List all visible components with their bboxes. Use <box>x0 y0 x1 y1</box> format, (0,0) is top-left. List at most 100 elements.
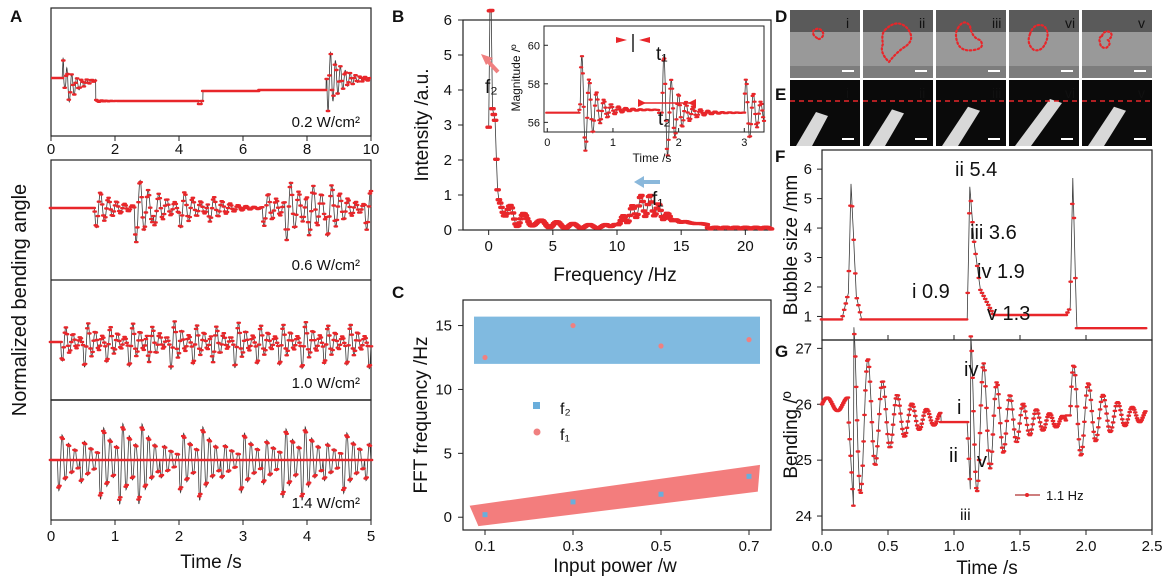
panel-a-bottom-xticks: 0 1 2 3 4 5 <box>47 520 375 545</box>
panel-a-bottom-xtick-label: 0 <box>47 528 55 545</box>
panel-f-ticks: 1 2 3 4 5 6 <box>804 161 1153 340</box>
f2-point <box>482 512 488 518</box>
panel-c-letter: C <box>392 283 404 302</box>
panel-b-ytick-label: 4 <box>444 82 452 99</box>
inset-xtick-label: 1 <box>610 137 616 149</box>
fiber-photo-index: v <box>1138 85 1145 101</box>
photo-dark-band <box>790 10 860 32</box>
t1-arrow-right <box>639 37 650 43</box>
f2-arrow-head <box>481 54 493 65</box>
panel-g-xtick-label: 1.0 <box>944 538 965 555</box>
legend-f1-marker <box>533 428 541 436</box>
bending-label-iv: iv <box>964 359 978 381</box>
bending-label-iii: iii <box>960 507 971 524</box>
f2-point <box>570 499 576 505</box>
bending-points <box>819 332 1148 507</box>
panel-b-ylabel: Intensity /a.u. <box>412 68 433 181</box>
bubble-photo-index: i <box>846 15 849 31</box>
panel-g-ylabel: Bending /º <box>781 391 802 478</box>
bubble-photo-index: vi <box>1065 15 1075 31</box>
panel-a: A Normalized bending angle 0 2 4 6 8 10 0.2 W… <box>9 7 379 573</box>
t2-arrow-right <box>688 99 696 107</box>
power-label-1.0: 1.0 W/cm² <box>292 375 360 392</box>
fiber-photo-index: ii <box>919 85 925 101</box>
bending-label-v: v <box>977 450 987 472</box>
inset-xtick-label: 2 <box>676 137 682 149</box>
photo-light-band <box>863 32 933 66</box>
panel-b-ytick-label: 5 <box>444 47 452 64</box>
photo-light-band <box>936 32 1006 66</box>
panel-e-letter: E <box>775 85 786 104</box>
photo-dark-band <box>1009 10 1079 32</box>
legend-f1-label: f₁ <box>560 427 570 444</box>
panel-a-traces <box>48 179 374 505</box>
bubble-label-v: v 1.3 <box>987 303 1030 325</box>
fiber <box>796 112 828 146</box>
f1-label: f₁ <box>652 189 664 210</box>
legend-marker <box>1025 493 1029 497</box>
t1-label: t₁ <box>656 44 668 65</box>
photo-light-band <box>1082 32 1152 66</box>
panel-a-top-xtick-label: 0 <box>47 141 55 158</box>
bubble-label-iv: iv 1.9 <box>977 261 1025 283</box>
panel-e: E i ii iii vi v <box>775 80 1152 146</box>
panel-b-ytick-label: 3 <box>444 117 452 134</box>
panel-a-bottom-xtick-label: 4 <box>303 528 311 545</box>
panel-a-top-trace <box>51 50 371 113</box>
inset-ylabel: Magnitude /º <box>509 44 523 112</box>
panel-e-images: i ii iii vi v <box>790 80 1152 146</box>
fiber <box>1088 106 1126 146</box>
f1-band <box>474 316 760 364</box>
panel-g-trace <box>819 327 1148 507</box>
panel-c-xtick-label: 0.1 <box>475 538 496 555</box>
panel-g-xtick-label: 2.0 <box>1076 538 1097 555</box>
panel-b-xtick-label: 15 <box>673 238 690 255</box>
panel-a-bottom-xtick-label: 5 <box>367 528 375 545</box>
panel-a-top-frame <box>50 7 372 137</box>
inset-points <box>545 55 767 157</box>
trace-2-points <box>48 320 374 368</box>
photo-dark-band <box>936 10 1006 32</box>
bubble-size-points <box>819 199 1148 330</box>
trace-0.2-points <box>51 52 371 113</box>
panel-b-xtick-label: 0 <box>484 238 492 255</box>
bubble-photo-index: v <box>1138 15 1145 31</box>
panel-a-letter: A <box>10 7 22 26</box>
bubble-outline <box>811 27 825 41</box>
panel-g-ytick-label: 26 <box>795 396 812 413</box>
panel-a-bottom-xtick-label: 2 <box>175 528 183 545</box>
f2-label: f₂ <box>485 77 498 98</box>
panel-b-xtick-label: 5 <box>549 238 557 255</box>
panel-c: C 0.1 0.3 0.5 0.7 0 5 10 15 f₂ f₁ FFT frequency… <box>392 283 772 577</box>
f2-point <box>746 473 752 479</box>
inset-ticks: 0 1 2 3 56 58 60 <box>528 40 748 149</box>
bending-label-ii: ii <box>949 445 958 467</box>
bending-line <box>821 327 1146 506</box>
bubble-photo-index: ii <box>919 15 925 31</box>
power-label-0.2: 0.2 W/cm² <box>292 114 360 131</box>
inset-ytick-label: 58 <box>528 79 540 91</box>
bubble-outline <box>880 22 913 64</box>
panel-a-top-xticks: 0 2 4 6 8 10 <box>47 136 379 158</box>
panel-g-xtick-label: 0.5 <box>878 538 899 555</box>
bubble-outline <box>954 21 984 52</box>
panel-g-ytick-label: 27 <box>795 340 812 357</box>
photo-dark-band <box>1082 10 1152 32</box>
inset-trace <box>545 55 767 157</box>
panel-f-ytick-label: 5 <box>804 191 812 208</box>
panel-g-frame <box>821 339 1153 531</box>
photo-light-band <box>1009 32 1079 66</box>
inset-xtick-label: 3 <box>741 137 747 149</box>
t2-arrow-left <box>638 99 646 107</box>
photo-light-band <box>790 32 860 66</box>
panel-f-ytick-label: 2 <box>804 279 812 296</box>
panel-c-xtick-label: 0.7 <box>739 538 760 555</box>
panel-c-bands <box>469 316 760 527</box>
panel-g-ticks: 24 25 26 27 0.0 0.5 1.0 1.5 2.0 2.5 <box>795 340 1162 555</box>
f1-arrow-head <box>634 176 644 188</box>
panel-b-xtick-label: 10 <box>609 238 626 255</box>
trace-3-line <box>51 422 372 505</box>
